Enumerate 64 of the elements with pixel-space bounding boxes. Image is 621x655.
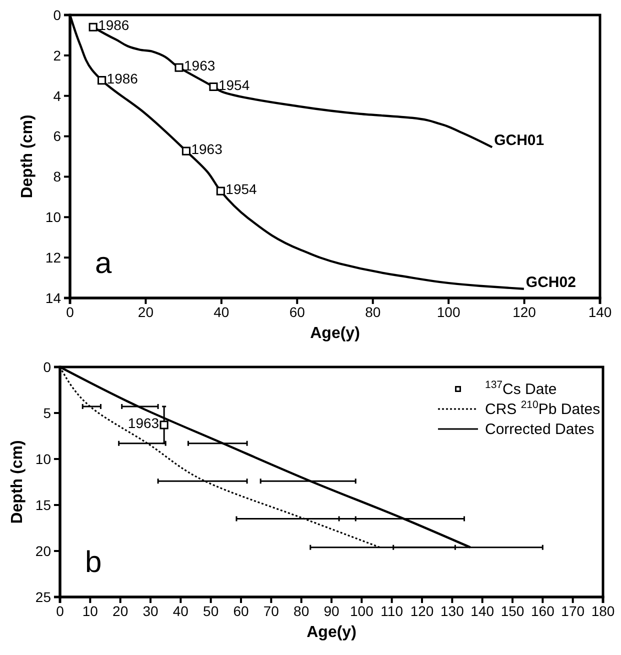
y-tick-label: 0 [53,6,62,23]
annotation: 1954 [226,181,258,198]
y-tick-label: 0 [43,358,52,375]
x-tick-label: 120 [410,602,434,619]
x-tick-label: 140 [588,304,612,320]
x-axis-title: Age(y) [306,624,356,641]
annotation: 1954 [218,76,250,93]
y-tick-label: 4 [53,88,62,104]
x-tick-label: 170 [561,602,585,619]
x-axis-title: Age(y) [310,325,360,342]
x-tick-label: 80 [365,304,381,320]
x-tick-label: 100 [436,304,460,320]
x-tick-label: 110 [380,602,404,619]
y-tick-label: 20 [35,542,52,559]
legend-label: Corrected Dates [485,421,594,438]
legend-label: CRS $^{210}$Pb Dates [485,399,600,418]
x-tick-label: 40 [172,602,189,619]
x-tick-label: 150 [500,602,524,619]
point [182,146,191,156]
annotation: 1963 [191,141,223,158]
y-tick-label: 10 [45,209,62,226]
point [174,63,184,72]
series-label: GCH01 [494,132,544,150]
series-label: GCH02 [526,274,576,291]
x-tick-label: 80 [294,602,310,619]
x-tick-label: 70 [263,602,280,619]
point [216,186,225,196]
annotation: b [85,546,102,579]
x-tick-label: 30 [142,602,158,619]
x-tick-label: 100 [350,602,374,619]
y-tick-label: 12 [45,249,62,266]
point [98,76,106,85]
x-tick-label: 120 [512,304,536,320]
annotation: 1963 [184,58,216,74]
x-tick-label: 90 [324,602,340,619]
x-tick-label: 60 [233,602,249,619]
x-tick-label: 140 [470,602,494,619]
x-tick-label: 10 [82,602,98,619]
point [209,82,218,92]
y-tick-label: 10 [35,450,52,467]
x-tick-label: 180 [591,602,615,619]
annotation: 1986 [98,17,130,34]
x-tick-label: 20 [138,304,154,320]
x-tick-label: 60 [289,304,306,320]
y-tick-label: 25 [35,588,52,605]
x-tick-label: 0 [66,304,74,320]
annotation: 1963 [128,414,160,431]
legend-label: $^{137}$Cs Date [485,379,557,398]
y-tick-label: 15 [35,496,52,513]
x-tick-label: 160 [530,602,555,619]
y-axis-title: Depth (cm) [19,114,36,198]
y-tick-label: 2 [53,47,62,64]
annotation: a [95,247,112,280]
y-tick-label: 6 [53,128,62,144]
x-tick-label: 130 [440,602,464,619]
y-tick-label: 14 [45,290,62,306]
y-tick-label: 5 [43,404,52,421]
annotation: 1986 [106,70,138,86]
x-tick-label: 20 [112,602,128,619]
x-tick-label: 40 [214,304,230,320]
point [88,22,98,32]
y-axis-title: Depth (cm) [9,440,26,524]
y-tick-label: 8 [53,168,62,185]
x-tick-label: 50 [203,602,219,619]
